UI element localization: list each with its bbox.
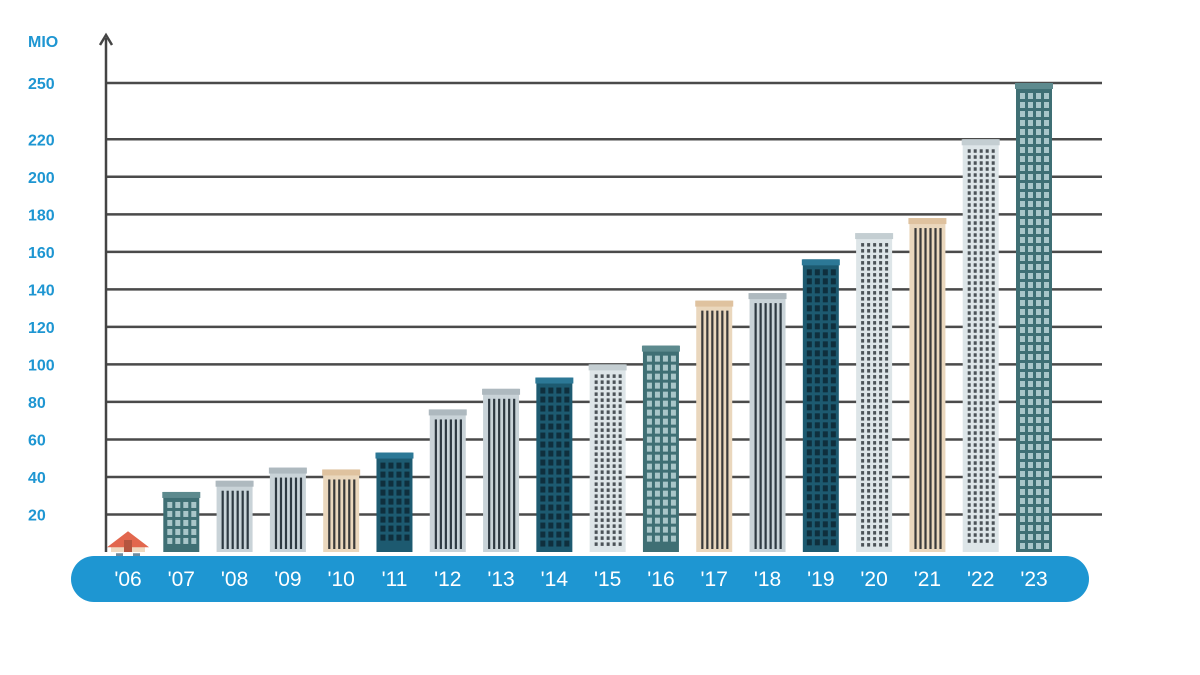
bar-windows — [167, 501, 197, 544]
bar-windows — [221, 490, 249, 549]
bar — [428, 409, 467, 552]
bar — [482, 388, 521, 552]
bar — [375, 452, 414, 552]
y-tick-label: 20 — [28, 507, 46, 524]
x-tick-label: '18 — [754, 568, 781, 591]
bars — [107, 83, 1053, 561]
bar — [855, 233, 894, 552]
bar — [215, 480, 254, 552]
y-tick-label: 140 — [28, 282, 55, 299]
x-tick-label: '12 — [434, 568, 461, 591]
x-tick-label: '08 — [221, 568, 248, 591]
bar-windows — [861, 243, 889, 547]
bar-windows — [540, 387, 570, 547]
bar-windows — [380, 462, 410, 541]
bar-windows — [488, 398, 516, 549]
y-axis-arrow — [98, 32, 114, 46]
bar-windows — [806, 269, 836, 546]
y-tick-labels: 20 40 60 80 100 120 140 160 180 200 220 250 — [28, 76, 55, 524]
y-tick-label: 200 — [28, 170, 55, 187]
bar-windows — [754, 303, 782, 549]
y-tick-label: 60 — [28, 432, 46, 449]
x-tick-label: '16 — [647, 568, 674, 591]
x-tick-label: '19 — [807, 568, 834, 591]
y-tick-label: 220 — [28, 132, 55, 149]
bar — [162, 491, 201, 552]
y-tick-label: 80 — [28, 395, 46, 412]
x-tick-label: '15 — [594, 568, 621, 591]
bar — [535, 377, 574, 552]
bar-windows — [1020, 93, 1049, 549]
x-tick-label: '11 — [382, 568, 408, 591]
y-tick-label: 100 — [28, 357, 55, 374]
x-tick-labels: '06 '07 '08 '09 '10 '11 '12 '13 '14 '15 '16 '17 '18 '… — [114, 568, 1047, 591]
bar — [1015, 83, 1053, 552]
bar — [961, 139, 1000, 552]
bar — [588, 364, 627, 552]
bar-windows — [701, 310, 729, 549]
bar-windows — [914, 228, 942, 549]
x-tick-label: '21 — [914, 568, 941, 591]
x-tick-label: '22 — [967, 568, 994, 591]
x-tick-label: '06 — [114, 568, 141, 591]
x-tick-label: '17 — [701, 568, 728, 591]
bar — [748, 293, 787, 552]
y-tick-label: 40 — [28, 470, 46, 487]
y-unit-label: MIO — [28, 34, 58, 51]
y-tick-label: 250 — [28, 76, 55, 93]
x-tick-label: '10 — [327, 568, 354, 591]
bar-windows — [328, 479, 356, 549]
x-tick-label: '14 — [541, 568, 569, 591]
x-tick-label: '09 — [274, 568, 301, 591]
x-tick-label: '13 — [487, 568, 514, 591]
bar-windows — [434, 419, 462, 549]
y-tick-label: 180 — [28, 207, 55, 224]
x-axis-band — [71, 556, 1089, 602]
x-tick-label: '20 — [860, 568, 887, 591]
x-tick-label: '07 — [168, 568, 195, 591]
bar — [801, 259, 840, 552]
y-axis — [98, 32, 114, 552]
y-tick-label: 160 — [28, 245, 55, 262]
bar — [107, 531, 149, 561]
bar-windows — [967, 149, 995, 543]
bar — [268, 467, 307, 552]
bar — [908, 218, 947, 552]
y-tick-label: 120 — [28, 320, 55, 337]
bar-windows — [274, 477, 303, 549]
bar — [322, 469, 361, 552]
bar-windows — [594, 374, 622, 546]
bar — [641, 345, 680, 552]
x-tick-label: '23 — [1020, 568, 1047, 591]
bar-windows — [646, 355, 676, 542]
bar — [695, 300, 734, 552]
